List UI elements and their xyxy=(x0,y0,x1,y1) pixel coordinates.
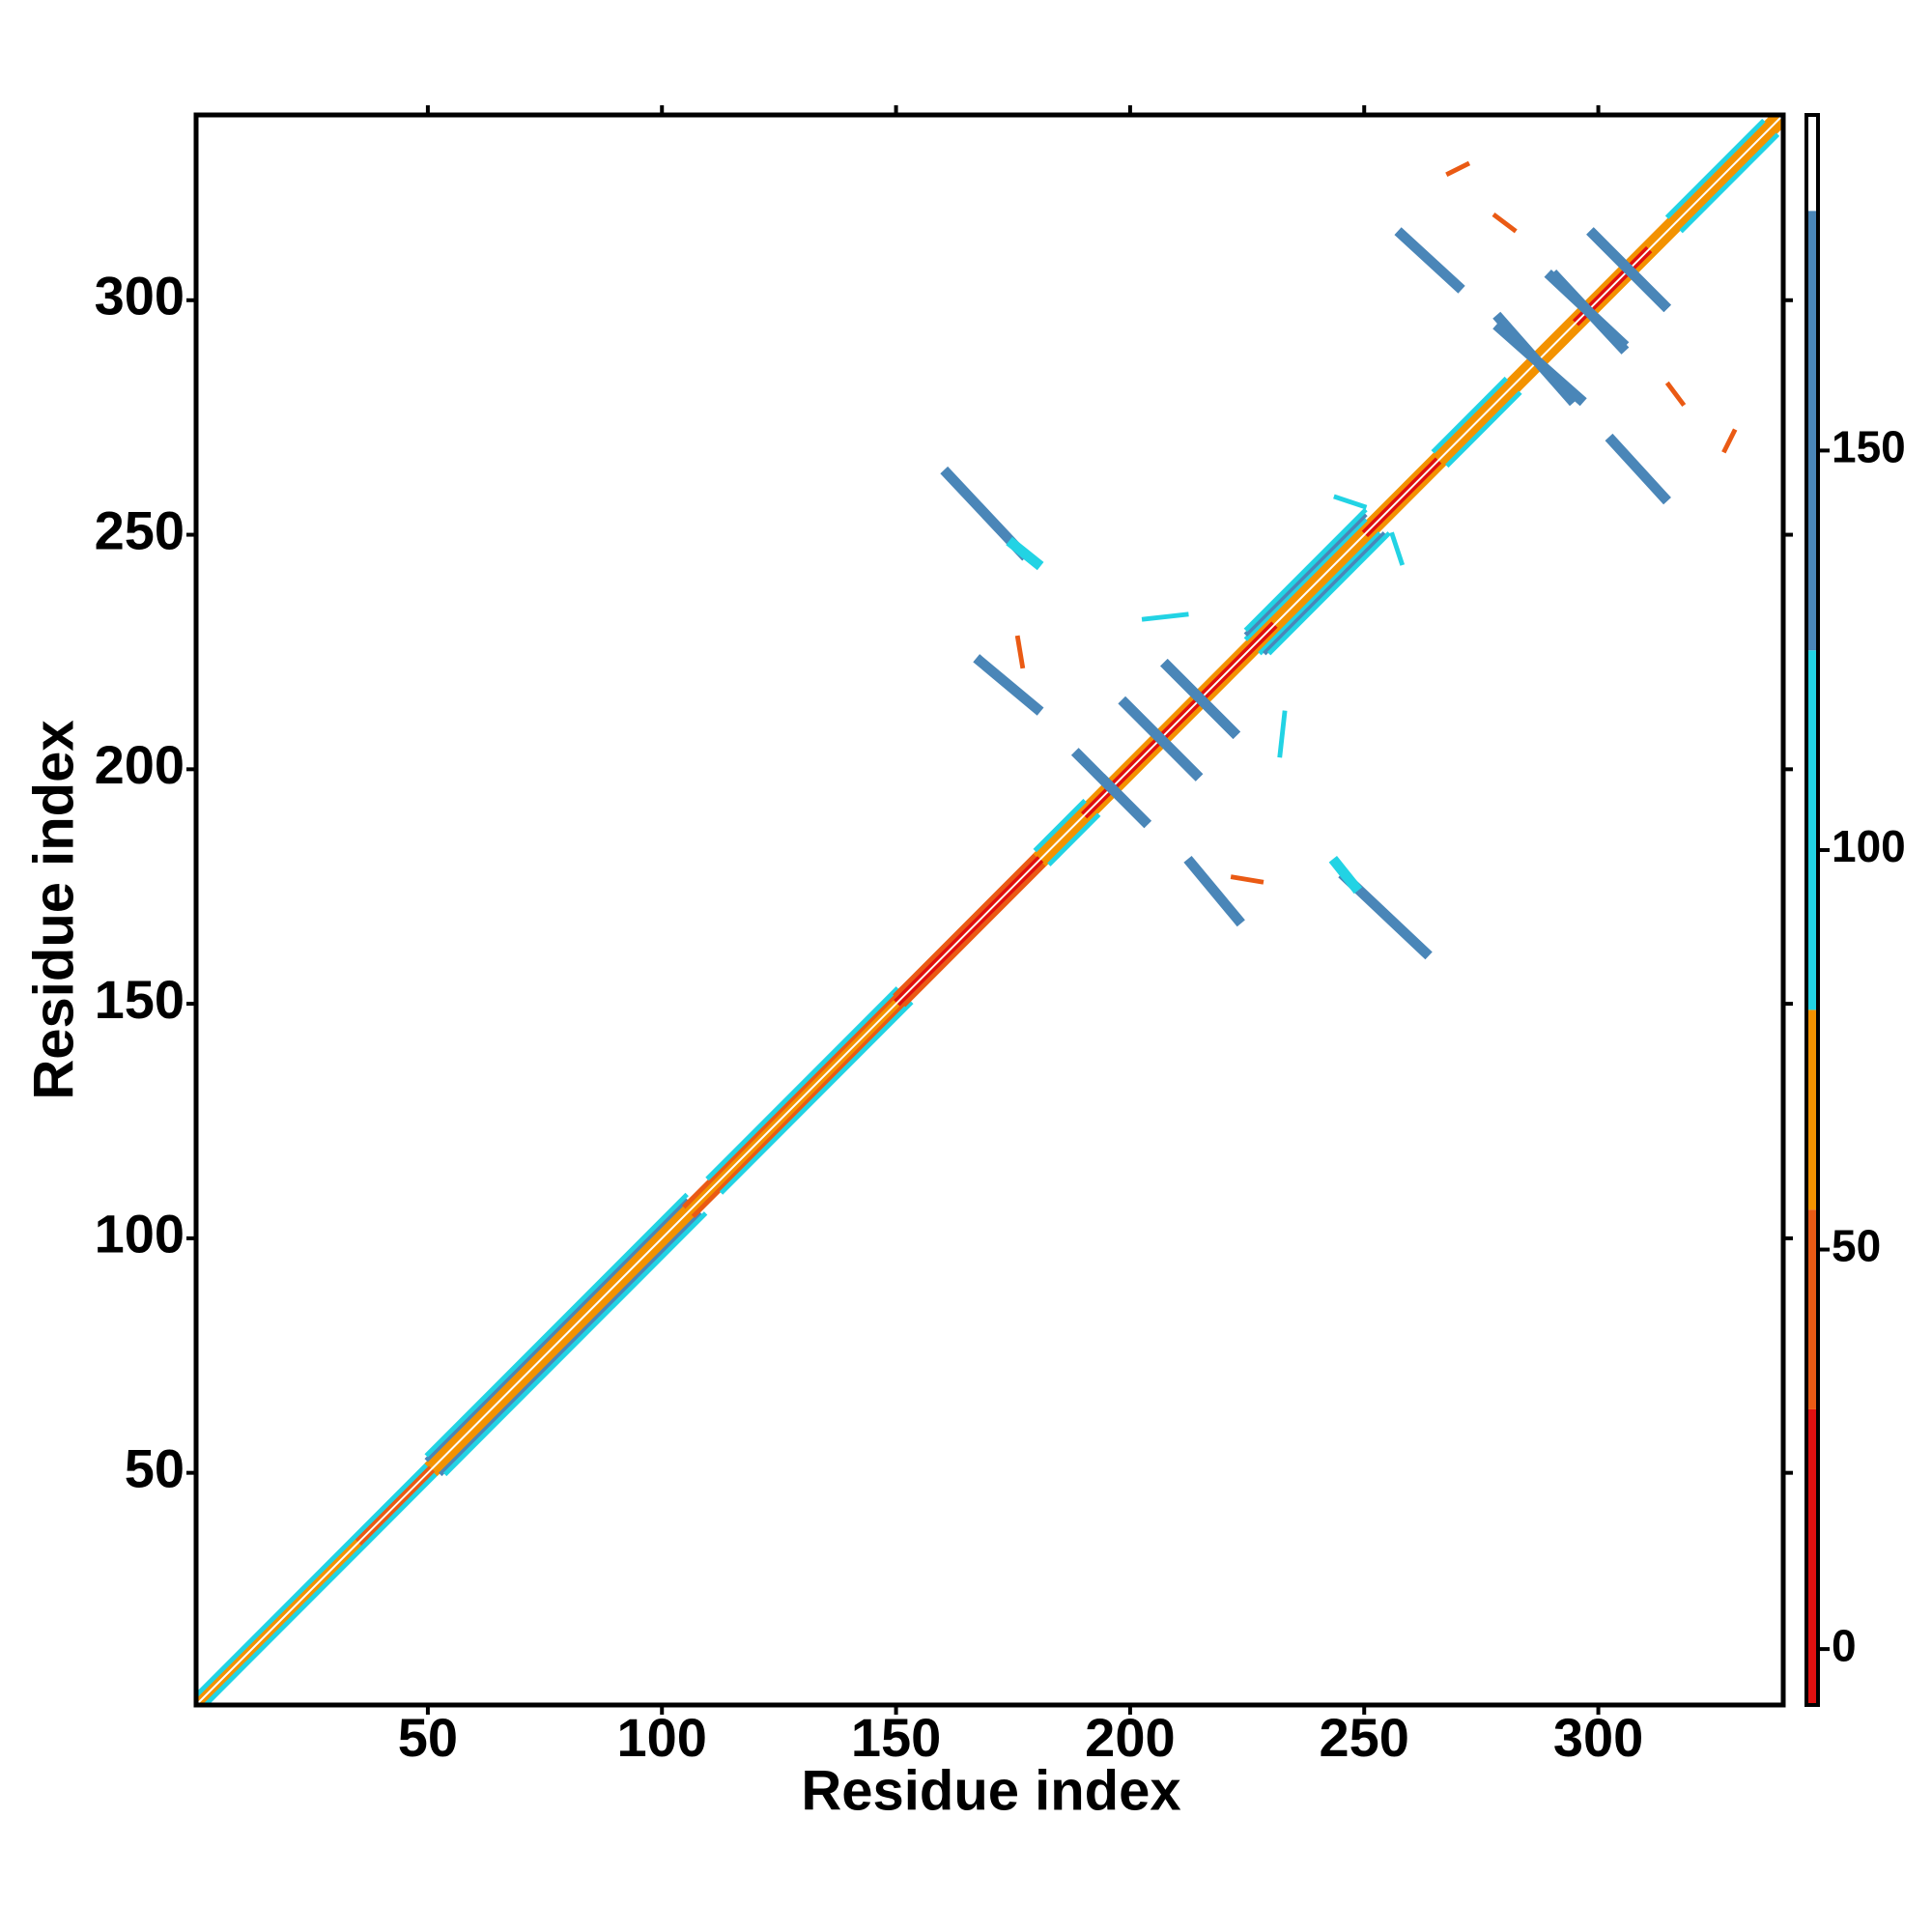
colorbar-band xyxy=(1806,650,1818,1010)
colorbar-tick-label: 100 xyxy=(1832,821,1906,871)
colorbar-tick-label: 150 xyxy=(1832,422,1906,472)
contact-segment xyxy=(1328,855,1363,895)
contact-segment xyxy=(1277,710,1288,758)
contact-segment xyxy=(434,1211,698,1477)
contact-segment xyxy=(691,1000,909,1219)
contact-segment xyxy=(1047,812,1101,867)
y-tick-label: 150 xyxy=(95,969,185,1030)
contact-segment xyxy=(896,860,1045,1008)
x-tick-label: 200 xyxy=(1085,1707,1175,1768)
contact-segment xyxy=(1160,658,1241,740)
y-tick-label: 250 xyxy=(95,499,185,560)
contact-segment xyxy=(901,860,1050,1008)
contact-segment xyxy=(194,1460,432,1697)
contact-segment xyxy=(705,986,899,1181)
contact-segment xyxy=(1266,531,1391,656)
contact-segment xyxy=(893,855,1040,1003)
contact-segment xyxy=(682,990,899,1209)
y-tick-label: 50 xyxy=(125,1437,185,1498)
contact-segment xyxy=(1230,874,1264,885)
contact-segment xyxy=(204,1469,441,1706)
contact-segment xyxy=(1263,531,1387,656)
contact-segment xyxy=(1333,494,1368,510)
contact-segment xyxy=(1243,512,1368,637)
contact-segment xyxy=(1389,531,1406,566)
contact-segment xyxy=(442,1211,708,1477)
contact-segment xyxy=(1183,855,1245,927)
contact-segment xyxy=(893,850,1040,998)
contact-segment xyxy=(1664,118,1766,219)
contact-segment xyxy=(1492,212,1518,234)
contact-segment xyxy=(1586,227,1671,313)
colorbar-band xyxy=(1806,1209,1818,1409)
contact-segment xyxy=(358,1469,437,1547)
contact-segment xyxy=(1141,611,1189,622)
contact-segment xyxy=(1664,381,1687,408)
contact-segment xyxy=(1544,269,1630,351)
contact-segment xyxy=(1033,114,1776,858)
colorbar-band xyxy=(1806,115,1818,212)
x-tick-label: 300 xyxy=(1553,1707,1643,1768)
y-tick-label: 200 xyxy=(95,734,185,795)
contact-segment xyxy=(424,1197,689,1463)
y-tick-label: 300 xyxy=(95,266,185,327)
contact-segment xyxy=(1118,696,1204,781)
contact-segment xyxy=(1033,798,1087,853)
contact-segment xyxy=(1243,507,1368,633)
contact-segment xyxy=(973,654,1044,716)
contact-segment xyxy=(1084,625,1279,820)
contact-segment xyxy=(194,114,1785,1706)
contact-segment xyxy=(439,1211,703,1477)
contact-segment xyxy=(1492,311,1578,407)
contact-segment xyxy=(424,1192,689,1458)
contact-segment xyxy=(1080,620,1274,815)
contact-segment xyxy=(1445,160,1471,177)
contact-segment xyxy=(1394,227,1465,294)
contact-segment xyxy=(1360,456,1438,534)
x-tick-label: 250 xyxy=(1320,1707,1409,1768)
contact-segment xyxy=(1258,531,1382,656)
contact-segment xyxy=(1605,433,1671,505)
contact-segment xyxy=(1006,536,1044,571)
colorbar-band xyxy=(1806,1009,1818,1210)
x-tick-label: 100 xyxy=(617,1707,707,1768)
y-axis-title: Residue index xyxy=(22,720,85,1099)
contact-segment xyxy=(1679,132,1780,234)
contact-segment xyxy=(1042,123,1785,867)
colorbar-band xyxy=(1806,1408,1818,1705)
plot-frame xyxy=(193,112,1786,1708)
contact-segment xyxy=(1071,748,1151,829)
contact-segment xyxy=(1431,376,1509,454)
x-tick-label: 150 xyxy=(851,1707,941,1768)
x-axis-title: Residue index xyxy=(801,1759,1180,1822)
y-tick-label: 100 xyxy=(95,1204,185,1264)
colorbar-tick-label: 0 xyxy=(1832,1620,1857,1670)
contact-segment xyxy=(719,1000,914,1195)
contact-segment xyxy=(1365,461,1443,538)
contact-segment xyxy=(1014,635,1026,669)
contact-segment xyxy=(354,1464,432,1543)
x-tick-label: 50 xyxy=(398,1707,458,1768)
contact-segment xyxy=(1445,390,1522,469)
colorbar-band xyxy=(1806,211,1818,651)
colorbar-frame xyxy=(1804,113,1820,1707)
contact-segment xyxy=(1721,428,1738,454)
contact-segment xyxy=(424,1202,689,1467)
contact-segment xyxy=(1243,517,1368,641)
colorbar-tick-label: 50 xyxy=(1832,1221,1881,1271)
